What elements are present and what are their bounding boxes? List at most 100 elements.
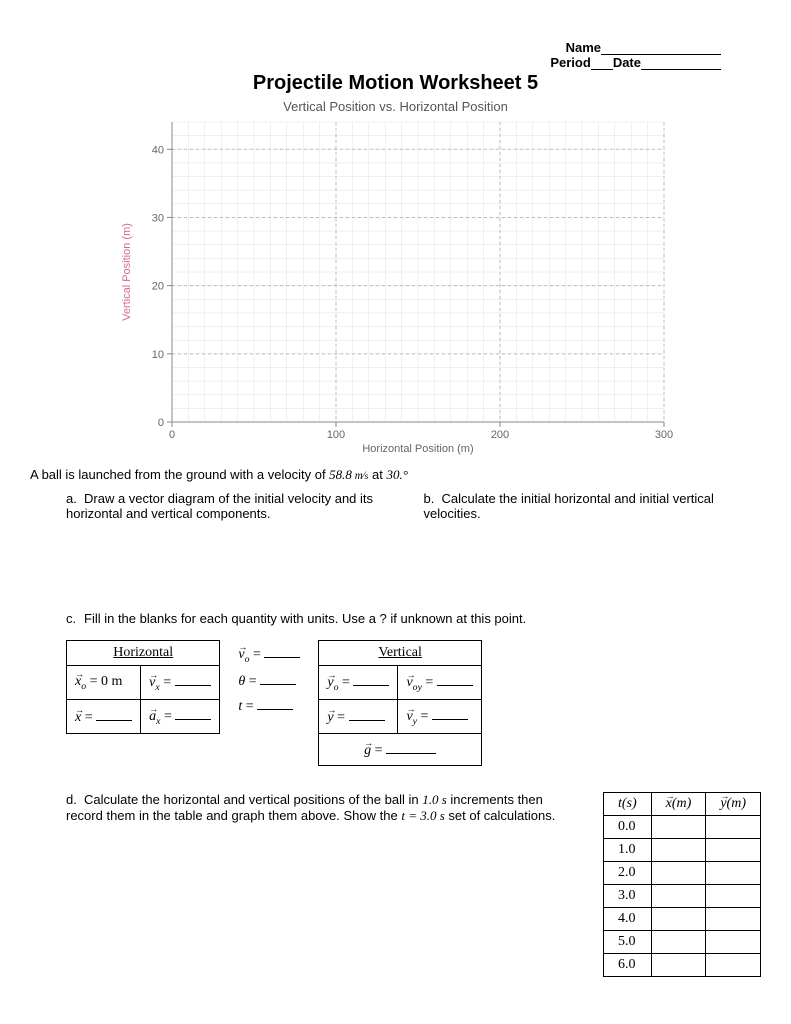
svg-text:10: 10 xyxy=(151,349,163,361)
th-t: t(s) xyxy=(603,792,651,815)
val-xo: = 0 m xyxy=(86,674,122,689)
name-label: Name xyxy=(566,40,601,55)
th-x-var: x xyxy=(666,796,672,811)
qc-text: Fill in the blanks for each quantity wit… xyxy=(84,611,526,626)
t-cell: 6.0 xyxy=(603,953,651,976)
time-table: t(s) x(m) y(m) 0.01.02.03.04.05.06.0 xyxy=(603,792,761,977)
mid-theta: θ = xyxy=(238,671,300,690)
horiz-r2c2: ax = xyxy=(141,699,220,733)
t-cell: 1.0 xyxy=(603,838,651,861)
intro-angle: 30.° xyxy=(386,467,407,482)
horiz-r2c1: x = xyxy=(67,699,141,733)
vert-r2c2: vy = xyxy=(398,699,481,733)
svg-text:200: 200 xyxy=(490,429,508,441)
vert-r1c1: yo = xyxy=(319,666,398,700)
svg-text:300: 300 xyxy=(654,429,672,441)
th-y-var: y xyxy=(720,796,726,811)
x-cell xyxy=(651,930,706,953)
t-cell: 5.0 xyxy=(603,930,651,953)
question-c: c.Fill in the blanks for each quantity w… xyxy=(30,611,761,626)
var-g: g xyxy=(364,743,371,758)
intro-velocity: 58.8 xyxy=(329,467,352,482)
th-x: x(m) xyxy=(651,792,706,815)
th-y: y(m) xyxy=(706,792,761,815)
intro-mid: at xyxy=(368,467,386,482)
var-vx: v xyxy=(149,675,155,690)
vert-r1c2: voy = xyxy=(398,666,481,700)
time-row: 6.0 xyxy=(603,953,760,976)
header-fields: Name Period Date xyxy=(30,40,721,70)
horiz-r1c2: vx = xyxy=(141,666,220,700)
time-row: 3.0 xyxy=(603,884,760,907)
svg-text:30: 30 xyxy=(151,212,163,224)
y-cell xyxy=(706,838,761,861)
t-cell: 4.0 xyxy=(603,907,651,930)
val-yo: = xyxy=(339,675,350,690)
svg-text:40: 40 xyxy=(151,144,163,156)
val-vo: = xyxy=(250,647,261,662)
question-a: a.Draw a vector diagram of the initial v… xyxy=(66,491,404,521)
x-cell xyxy=(651,838,706,861)
question-d: d.Calculate the horizontal and vertical … xyxy=(66,792,573,824)
middle-column: vo = θ = t = xyxy=(238,640,300,715)
y-cell xyxy=(706,953,761,976)
tables-row: Horizontal xo = 0 m vx = x = ax = vo = θ… xyxy=(30,640,761,766)
date-label: Date xyxy=(613,55,641,70)
y-cell xyxy=(706,884,761,907)
period-label: Period xyxy=(550,55,590,70)
sub-voy: oy xyxy=(413,682,422,693)
horizontal-table: Horizontal xo = 0 m vx = x = ax = xyxy=(66,640,220,734)
qd-p3: set of calculations. xyxy=(445,808,556,823)
svg-text:Horizontal Position (m): Horizontal Position (m) xyxy=(362,443,473,455)
var-xo: x xyxy=(75,674,81,689)
val-ax: = xyxy=(160,709,171,724)
var-vo: v xyxy=(238,647,244,662)
qa-letter: a. xyxy=(66,491,84,506)
val-theta: = xyxy=(245,674,256,689)
vertical-table: Vertical yo = voy = y = vy = g = xyxy=(318,640,481,766)
t-cell: 0.0 xyxy=(603,815,651,838)
val-t: = xyxy=(242,699,253,714)
mid-t: t = xyxy=(238,696,300,715)
intro-prefix: A ball is launched from the ground with … xyxy=(30,467,329,482)
time-row: 0.0 xyxy=(603,815,760,838)
t-cell: 3.0 xyxy=(603,884,651,907)
unit-m: m xyxy=(355,470,363,482)
time-row: 1.0 xyxy=(603,838,760,861)
var-x: x xyxy=(75,710,81,725)
time-row: 2.0 xyxy=(603,861,760,884)
qb-text: Calculate the initial horizontal and ini… xyxy=(424,491,714,521)
x-cell xyxy=(651,815,706,838)
var-ax: a xyxy=(149,709,156,724)
var-voy: v xyxy=(406,675,412,690)
vert-header: Vertical xyxy=(319,641,481,666)
svg-text:0: 0 xyxy=(168,429,174,441)
x-cell xyxy=(651,884,706,907)
questions-ab: a.Draw a vector diagram of the initial v… xyxy=(30,491,761,521)
x-cell xyxy=(651,861,706,884)
time-row: 4.0 xyxy=(603,907,760,930)
question-d-row: d.Calculate the horizontal and vertical … xyxy=(30,792,761,977)
horiz-header: Horizontal xyxy=(67,641,220,666)
y-cell xyxy=(706,907,761,930)
qd-p1: Calculate the horizontal and vertical po… xyxy=(84,792,422,807)
var-y: y xyxy=(327,710,333,725)
x-cell xyxy=(651,907,706,930)
svg-text:Vertical Position (m): Vertical Position (m) xyxy=(121,223,133,321)
val-vx: = xyxy=(160,675,171,690)
svg-text:100: 100 xyxy=(326,429,344,441)
vert-r3: g = xyxy=(319,733,481,765)
var-vy: v xyxy=(406,709,412,724)
qc-letter: c. xyxy=(66,611,84,626)
y-cell xyxy=(706,861,761,884)
qb-letter: b. xyxy=(424,491,442,506)
qa-text: Draw a vector diagram of the initial vel… xyxy=(66,491,373,521)
horiz-r1c1: xo = 0 m xyxy=(67,666,141,700)
val-voy: = xyxy=(422,675,433,690)
mid-vo: vo = xyxy=(238,644,300,665)
qd-tval: t = 3.0 s xyxy=(401,808,444,823)
svg-text:0: 0 xyxy=(157,417,163,429)
qd-inc: 1.0 s xyxy=(422,792,447,807)
time-row: 5.0 xyxy=(603,930,760,953)
chart-title: Vertical Position vs. Horizontal Positio… xyxy=(116,99,676,114)
